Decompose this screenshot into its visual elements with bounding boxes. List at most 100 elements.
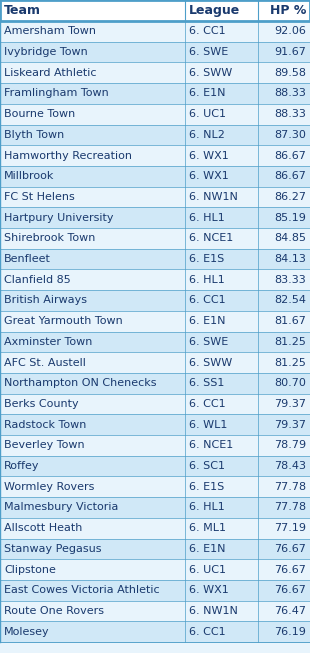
Bar [185,145,258,166]
Text: 78.79: 78.79 [274,440,306,451]
Text: 77.78: 77.78 [274,502,306,513]
Bar [258,311,310,332]
Text: 6. NL2: 6. NL2 [189,130,225,140]
Text: 82.54: 82.54 [274,295,306,306]
Text: 6. E1N: 6. E1N [189,316,225,326]
Text: 6. NCE1: 6. NCE1 [189,440,233,451]
Text: 6. E1S: 6. E1S [189,254,224,264]
Text: Clanfield 85: Clanfield 85 [4,275,71,285]
Bar [0,63,185,83]
Bar [258,414,310,435]
Bar [258,187,310,207]
Bar [0,125,185,145]
Text: 77.19: 77.19 [274,523,306,533]
Text: 80.70: 80.70 [274,378,306,389]
Bar [185,518,258,539]
Text: East Cowes Victoria Athletic: East Cowes Victoria Athletic [4,585,160,596]
Bar [0,228,185,249]
Text: 6. CC1: 6. CC1 [189,399,226,409]
Text: 76.47: 76.47 [274,606,306,616]
Bar [258,621,310,642]
Text: Liskeard Athletic: Liskeard Athletic [4,68,96,78]
Bar [185,290,258,311]
Bar [258,497,310,518]
Text: 6. CC1: 6. CC1 [189,26,226,37]
Bar [258,207,310,228]
Bar [0,187,185,207]
Bar [258,21,310,42]
Bar [185,228,258,249]
Bar [0,373,185,394]
Bar [258,518,310,539]
Bar [0,290,185,311]
Bar [185,249,258,270]
Text: Shirebrook Town: Shirebrook Town [4,233,95,244]
Bar [258,580,310,601]
Text: 6. CC1: 6. CC1 [189,627,226,637]
Bar [185,0,258,21]
Text: 6. SWE: 6. SWE [189,47,228,57]
Bar [258,373,310,394]
Bar [185,83,258,104]
Text: 78.43: 78.43 [274,461,306,471]
Bar [0,207,185,228]
Bar [0,0,185,21]
Text: Molesey: Molesey [4,627,50,637]
Bar [0,539,185,559]
Text: 6. NW1N: 6. NW1N [189,606,238,616]
Text: 76.19: 76.19 [274,627,306,637]
Text: 77.78: 77.78 [274,482,306,492]
Text: 76.67: 76.67 [274,585,306,596]
Bar [0,42,185,63]
Bar [185,621,258,642]
Text: Route One Rovers: Route One Rovers [4,606,104,616]
Bar [258,249,310,270]
Text: Blyth Town: Blyth Town [4,130,64,140]
Text: 83.33: 83.33 [274,275,306,285]
Bar [258,166,310,187]
Bar [0,477,185,497]
Bar [185,456,258,477]
Bar [258,63,310,83]
Bar [258,270,310,290]
Bar [185,477,258,497]
Text: 86.27: 86.27 [274,192,306,202]
Text: 86.67: 86.67 [274,151,306,161]
Text: Berks County: Berks County [4,399,79,409]
Bar [0,497,185,518]
Text: Bourne Town: Bourne Town [4,109,75,119]
Text: British Airways: British Airways [4,295,87,306]
Bar [258,83,310,104]
Text: 92.06: 92.06 [274,26,306,37]
Text: 6. WX1: 6. WX1 [189,171,229,182]
Bar [185,414,258,435]
Text: 88.33: 88.33 [274,109,306,119]
Text: 6. SC1: 6. SC1 [189,461,225,471]
Bar [185,559,258,580]
Bar [0,332,185,352]
Bar [258,456,310,477]
Text: 6. NW1N: 6. NW1N [189,192,238,202]
Text: 86.67: 86.67 [274,171,306,182]
Text: 6. UC1: 6. UC1 [189,109,226,119]
Text: Millbrook: Millbrook [4,171,54,182]
Bar [0,601,185,621]
Bar [258,477,310,497]
Text: League: League [189,4,240,17]
Bar [258,104,310,125]
Bar [258,601,310,621]
Text: Team: Team [4,4,41,17]
Text: Northampton ON Chenecks: Northampton ON Chenecks [4,378,157,389]
Bar [185,63,258,83]
Text: 6. SWE: 6. SWE [189,337,228,347]
Text: Hamworthy Recreation: Hamworthy Recreation [4,151,132,161]
Text: AFC St. Austell: AFC St. Austell [4,358,86,368]
Text: 6. WX1: 6. WX1 [189,151,229,161]
Text: Beverley Town: Beverley Town [4,440,85,451]
Bar [0,414,185,435]
Bar [0,0,310,21]
Text: 6. SS1: 6. SS1 [189,378,224,389]
Text: Malmesbury Victoria: Malmesbury Victoria [4,502,118,513]
Bar [185,601,258,621]
Text: 76.67: 76.67 [274,544,306,554]
